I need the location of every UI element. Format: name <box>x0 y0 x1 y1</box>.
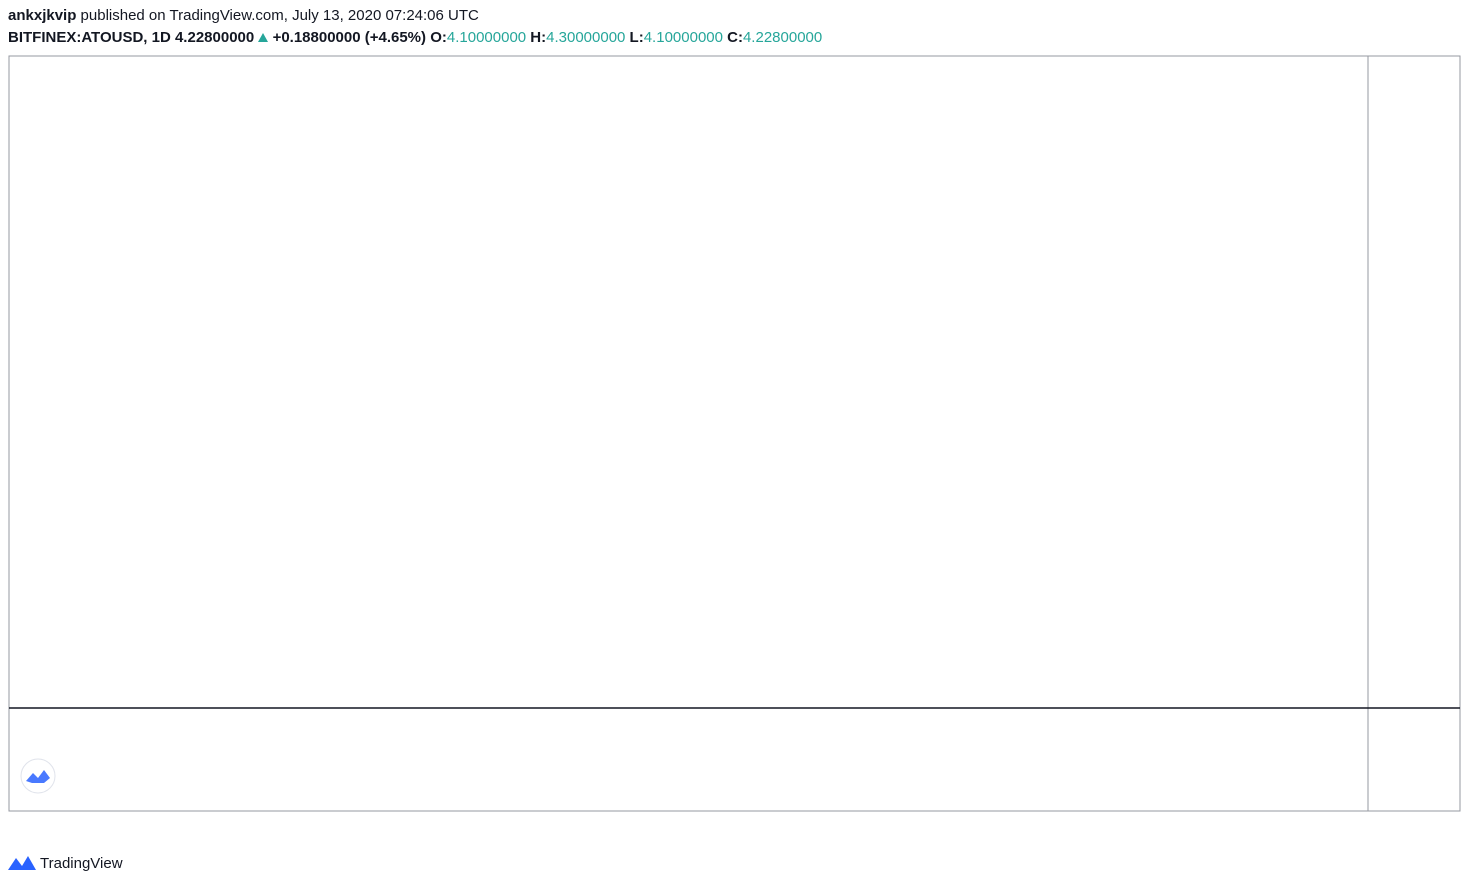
indicator-logo <box>20 758 56 794</box>
chart-frame <box>8 55 1461 812</box>
price: 4.22800000 <box>174 29 255 46</box>
ohlc-value: 4.30000000 <box>546 29 626 46</box>
username[interactable]: ankxjkvip <box>8 7 77 24</box>
symbol: BITFINEX:ATOUSD, 1D <box>8 29 171 46</box>
publish-line: ankxjkvip published on TradingView.com, … <box>8 7 479 24</box>
publish-info: published on TradingView.com, July 13, 2… <box>80 7 479 24</box>
ohlc-label: O: <box>430 29 447 46</box>
ohlc-label: H: <box>530 29 547 46</box>
ohlc-value: 4.22800000 <box>742 29 823 46</box>
ohlc-label: C: <box>727 29 743 46</box>
footer-brand[interactable]: TradingView <box>40 855 123 872</box>
footer-logo[interactable]: TradingView <box>8 855 123 872</box>
change: +0.18800000 (+4.65%) <box>272 29 427 46</box>
ohlc-value: 4.10000000 <box>446 29 527 46</box>
ohlc: O:4.10000000 H:4.30000000 L:4.10000000 C… <box>430 29 822 46</box>
symbol-line: BITFINEX:ATOUSD, 1D 4.22800000 +0.188000… <box>8 29 822 46</box>
ohlc-value: 4.10000000 <box>643 29 723 46</box>
up-arrow <box>258 33 269 42</box>
ohlc-label: L: <box>629 29 644 46</box>
